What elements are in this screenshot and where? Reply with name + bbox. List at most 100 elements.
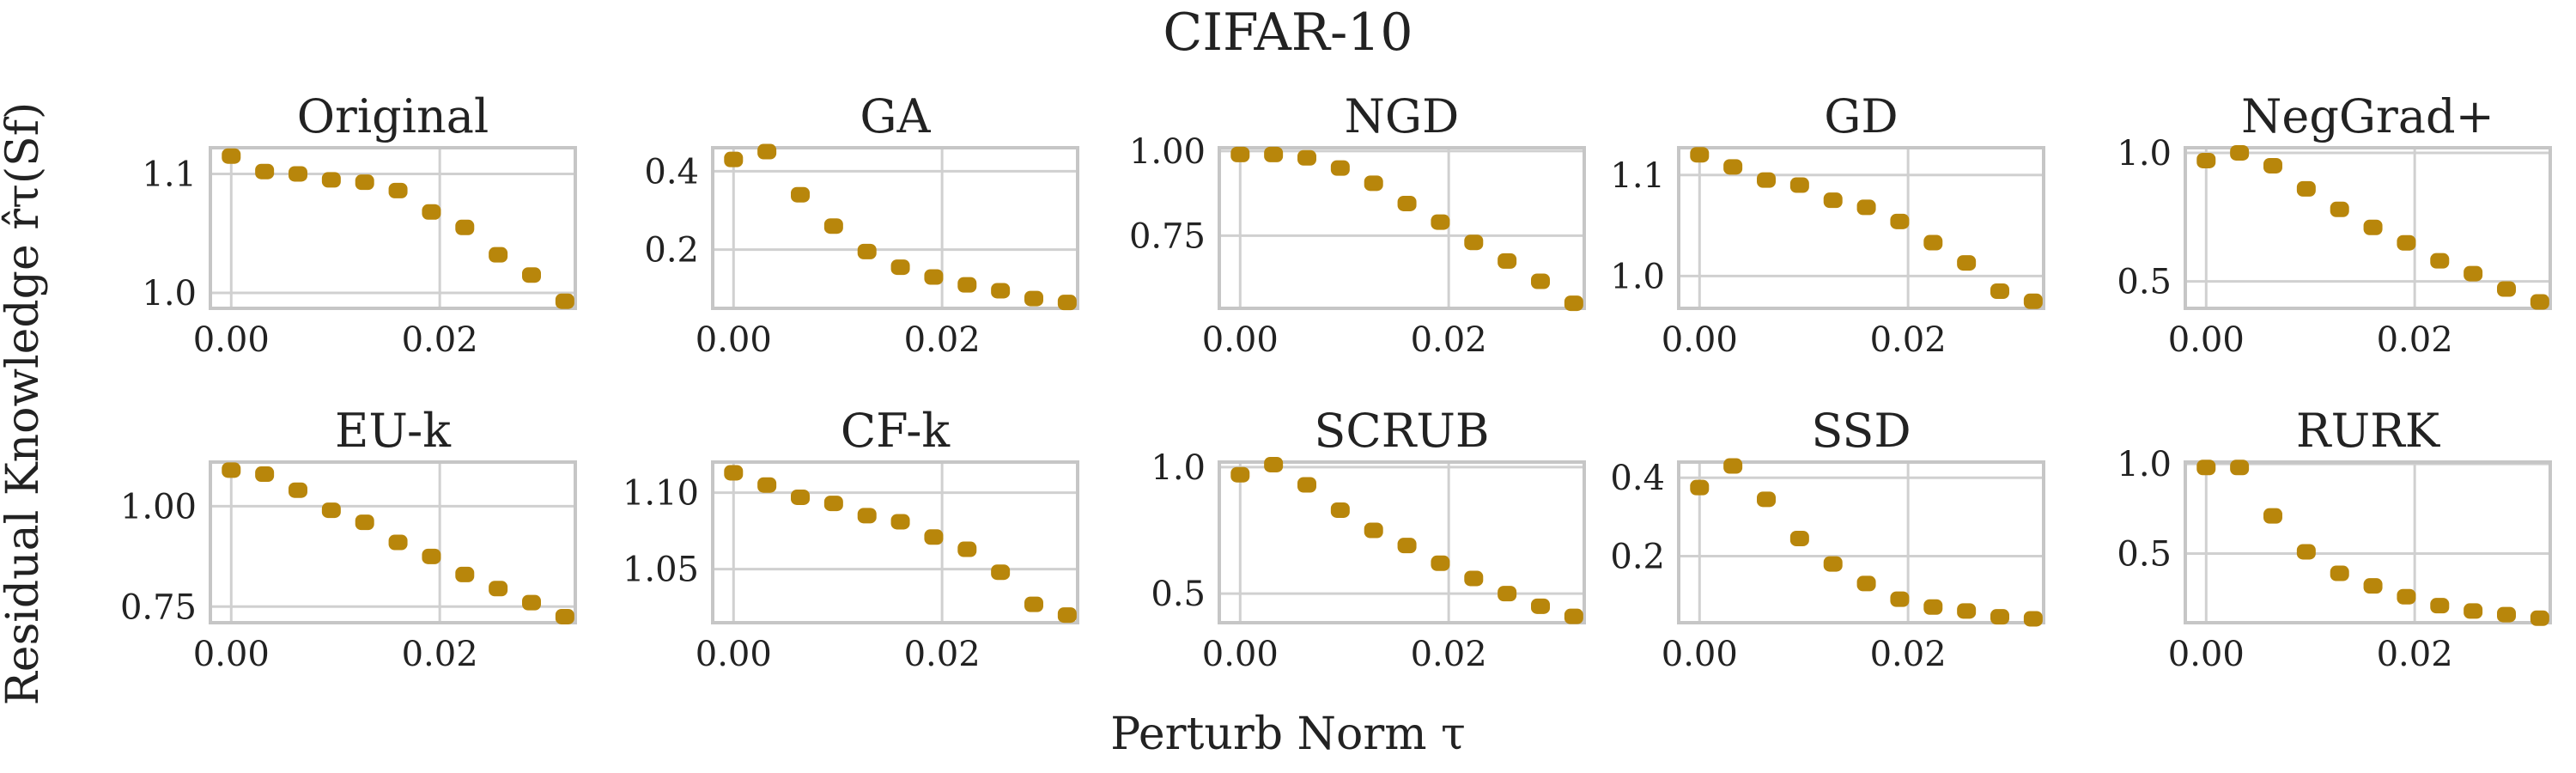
data-point (455, 219, 475, 235)
data-point (1297, 477, 1316, 493)
figure-title: CIFAR-10 (1163, 3, 1413, 63)
subplot-ssd: SSD 0.00 0.02 0.2 0.4 (1610, 404, 2045, 674)
data-point (1789, 530, 1809, 546)
x-tick-label: 0.02 (1411, 320, 1487, 360)
data-point (1397, 538, 1417, 554)
x-tick-label: 0.02 (1870, 635, 1947, 674)
data-point (1330, 502, 1350, 518)
data-point (957, 541, 977, 557)
data-point (1431, 555, 1450, 571)
data-point (1230, 146, 1250, 162)
data-point (2196, 152, 2216, 168)
data-point (1723, 159, 1743, 175)
data-point (355, 514, 374, 531)
subplot-grid: Original 0.00 0.02 1.0 1.1 GA 0.00 0.02 0.2 0.4 NG… (120, 89, 2552, 674)
data-point (791, 186, 810, 203)
subplot-title: EU-k (335, 404, 452, 458)
x-tick-label: 0.00 (1202, 635, 1279, 674)
y-tick-label: 1.0 (1151, 448, 1206, 488)
data-point (2296, 180, 2316, 197)
data-point (422, 204, 441, 220)
data-point (1431, 214, 1450, 230)
subplot-eu-k: EU-k 0.00 0.02 0.75 1.00 (120, 404, 577, 674)
y-tick-label: 1.1 (1610, 156, 1665, 196)
y-tick-label: 1.0 (142, 274, 197, 313)
y-tick-label: 0.4 (644, 152, 699, 192)
y-tick-label: 0.2 (1610, 537, 1665, 576)
subplot-title: SSD (1811, 404, 1911, 458)
x-tick-label: 0.02 (904, 320, 981, 360)
x-tick-label: 0.02 (1411, 635, 1487, 674)
data-point (823, 218, 843, 234)
subplot-title: CF-k (841, 404, 951, 458)
y-tick-label: 1.05 (623, 551, 699, 590)
data-point (1757, 491, 1776, 508)
subplot-ngd: NGD 0.00 0.02 0.75 1.00 (1129, 89, 1586, 360)
plot-frame (1677, 460, 2045, 624)
data-point (924, 269, 944, 285)
x-tick-label: 0.00 (2168, 320, 2245, 360)
plot-frame (1218, 146, 1586, 310)
plot-frame (1218, 460, 1586, 624)
x-axis-label: Perturb Norm τ (1110, 709, 1466, 760)
data-point (2296, 544, 2316, 560)
y-tick-label: 1.00 (120, 487, 197, 526)
y-tick-label: 1.0 (2117, 134, 2172, 173)
data-point (555, 293, 574, 309)
data-point (422, 548, 441, 564)
data-point (2263, 508, 2282, 524)
data-point (2196, 460, 2216, 476)
data-point (1330, 160, 1350, 176)
data-point (1757, 172, 1776, 188)
y-tick-label: 0.75 (1129, 216, 1206, 256)
plot-frame (209, 146, 577, 310)
plot-frame (2184, 460, 2552, 624)
data-point (321, 172, 341, 188)
data-point (991, 564, 1011, 581)
data-point (1890, 213, 1910, 229)
data-point (1957, 603, 1977, 619)
subplot-title: SCRUB (1314, 404, 1489, 458)
data-point (1564, 608, 1583, 624)
data-point (2497, 281, 2516, 297)
data-point (1723, 458, 1743, 474)
data-point (1531, 273, 1550, 289)
data-point (2464, 603, 2483, 619)
data-point (957, 277, 977, 293)
data-point (255, 466, 275, 483)
data-point (1923, 599, 1943, 615)
subplot-ga: GA 0.00 0.02 0.2 0.4 (644, 89, 1079, 360)
y-axis-label: Residual Knowledge r̂τ(Sf) (0, 102, 49, 706)
x-tick-label: 0.00 (1202, 320, 1279, 360)
y-tick-label: 0.4 (1610, 459, 1665, 498)
y-tick-label: 1.10 (623, 474, 699, 514)
plot-frame (711, 146, 1079, 310)
data-point (1297, 149, 1316, 166)
subplot-gd: GD 0.00 0.02 1.0 1.1 (1610, 89, 2045, 360)
data-point (991, 283, 1011, 299)
y-tick-label: 1.0 (1610, 257, 1665, 296)
x-tick-label: 0.02 (402, 320, 478, 360)
data-point (2530, 610, 2549, 626)
data-point (2330, 565, 2349, 581)
plot-frame (1677, 146, 2045, 310)
data-point (890, 514, 910, 530)
plot-frame (711, 460, 1079, 624)
data-point (791, 489, 810, 505)
data-point (1264, 146, 1284, 162)
data-point (2464, 265, 2483, 282)
data-point (757, 143, 777, 160)
data-point (1690, 479, 1710, 496)
x-tick-label: 0.00 (1662, 635, 1738, 674)
subplot-rurk: RURK 0.00 0.02 0.5 1.0 (2117, 404, 2552, 674)
y-tick-label: 1.00 (1129, 132, 1206, 172)
data-point (1957, 255, 1977, 271)
data-point (890, 259, 910, 276)
data-point (924, 529, 944, 545)
data-point (522, 594, 541, 611)
data-point (1498, 253, 1517, 269)
subplot-title: NGD (1345, 89, 1460, 143)
y-tick-label: 1.0 (2117, 445, 2172, 484)
data-point (1990, 609, 2009, 625)
